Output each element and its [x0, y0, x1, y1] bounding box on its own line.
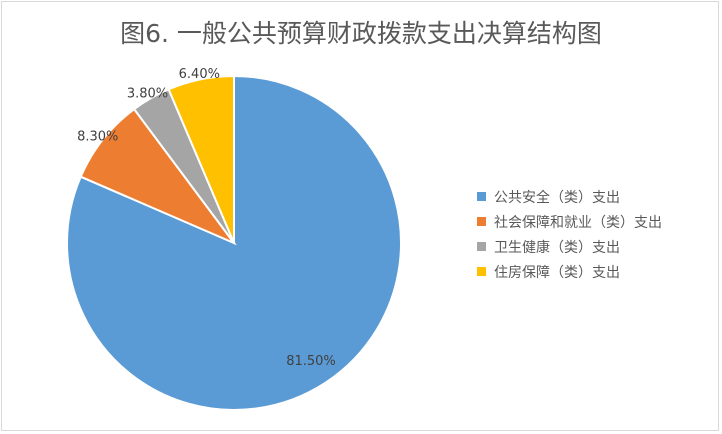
- legend-label: 卫生健康（类）支出: [494, 239, 620, 256]
- pie-slice: [79, 107, 238, 246]
- legend-swatch: [477, 267, 486, 276]
- legend-swatch: [477, 242, 486, 251]
- legend-item: 卫生健康（类）支出: [477, 234, 662, 259]
- pie-slice: [167, 74, 235, 244]
- chart-title: 图6. 一般公共预算财政拨款支出决算结构图: [120, 19, 602, 48]
- data-label: 3.80%: [127, 86, 168, 101]
- legend-label: 社会保障和就业（类）支出: [494, 214, 662, 231]
- legend-item: 社会保障和就业（类）支出: [477, 209, 662, 234]
- data-label: 6.40%: [179, 67, 220, 82]
- legend-swatch: [477, 217, 486, 226]
- legend-item: 公共安全（类）支出: [477, 184, 662, 209]
- data-label: 8.30%: [77, 129, 118, 144]
- legend-label: 公共安全（类）支出: [494, 189, 620, 206]
- legend-item: 住房保障（类）支出: [477, 259, 662, 284]
- data-label: 81.50%: [286, 354, 336, 369]
- legend-swatch: [477, 192, 486, 201]
- legend-label: 住房保障（类）支出: [494, 264, 620, 281]
- legend: 公共安全（类）支出 社会保障和就业（类）支出 卫生健康（类）支出 住房保障（类）…: [477, 184, 662, 284]
